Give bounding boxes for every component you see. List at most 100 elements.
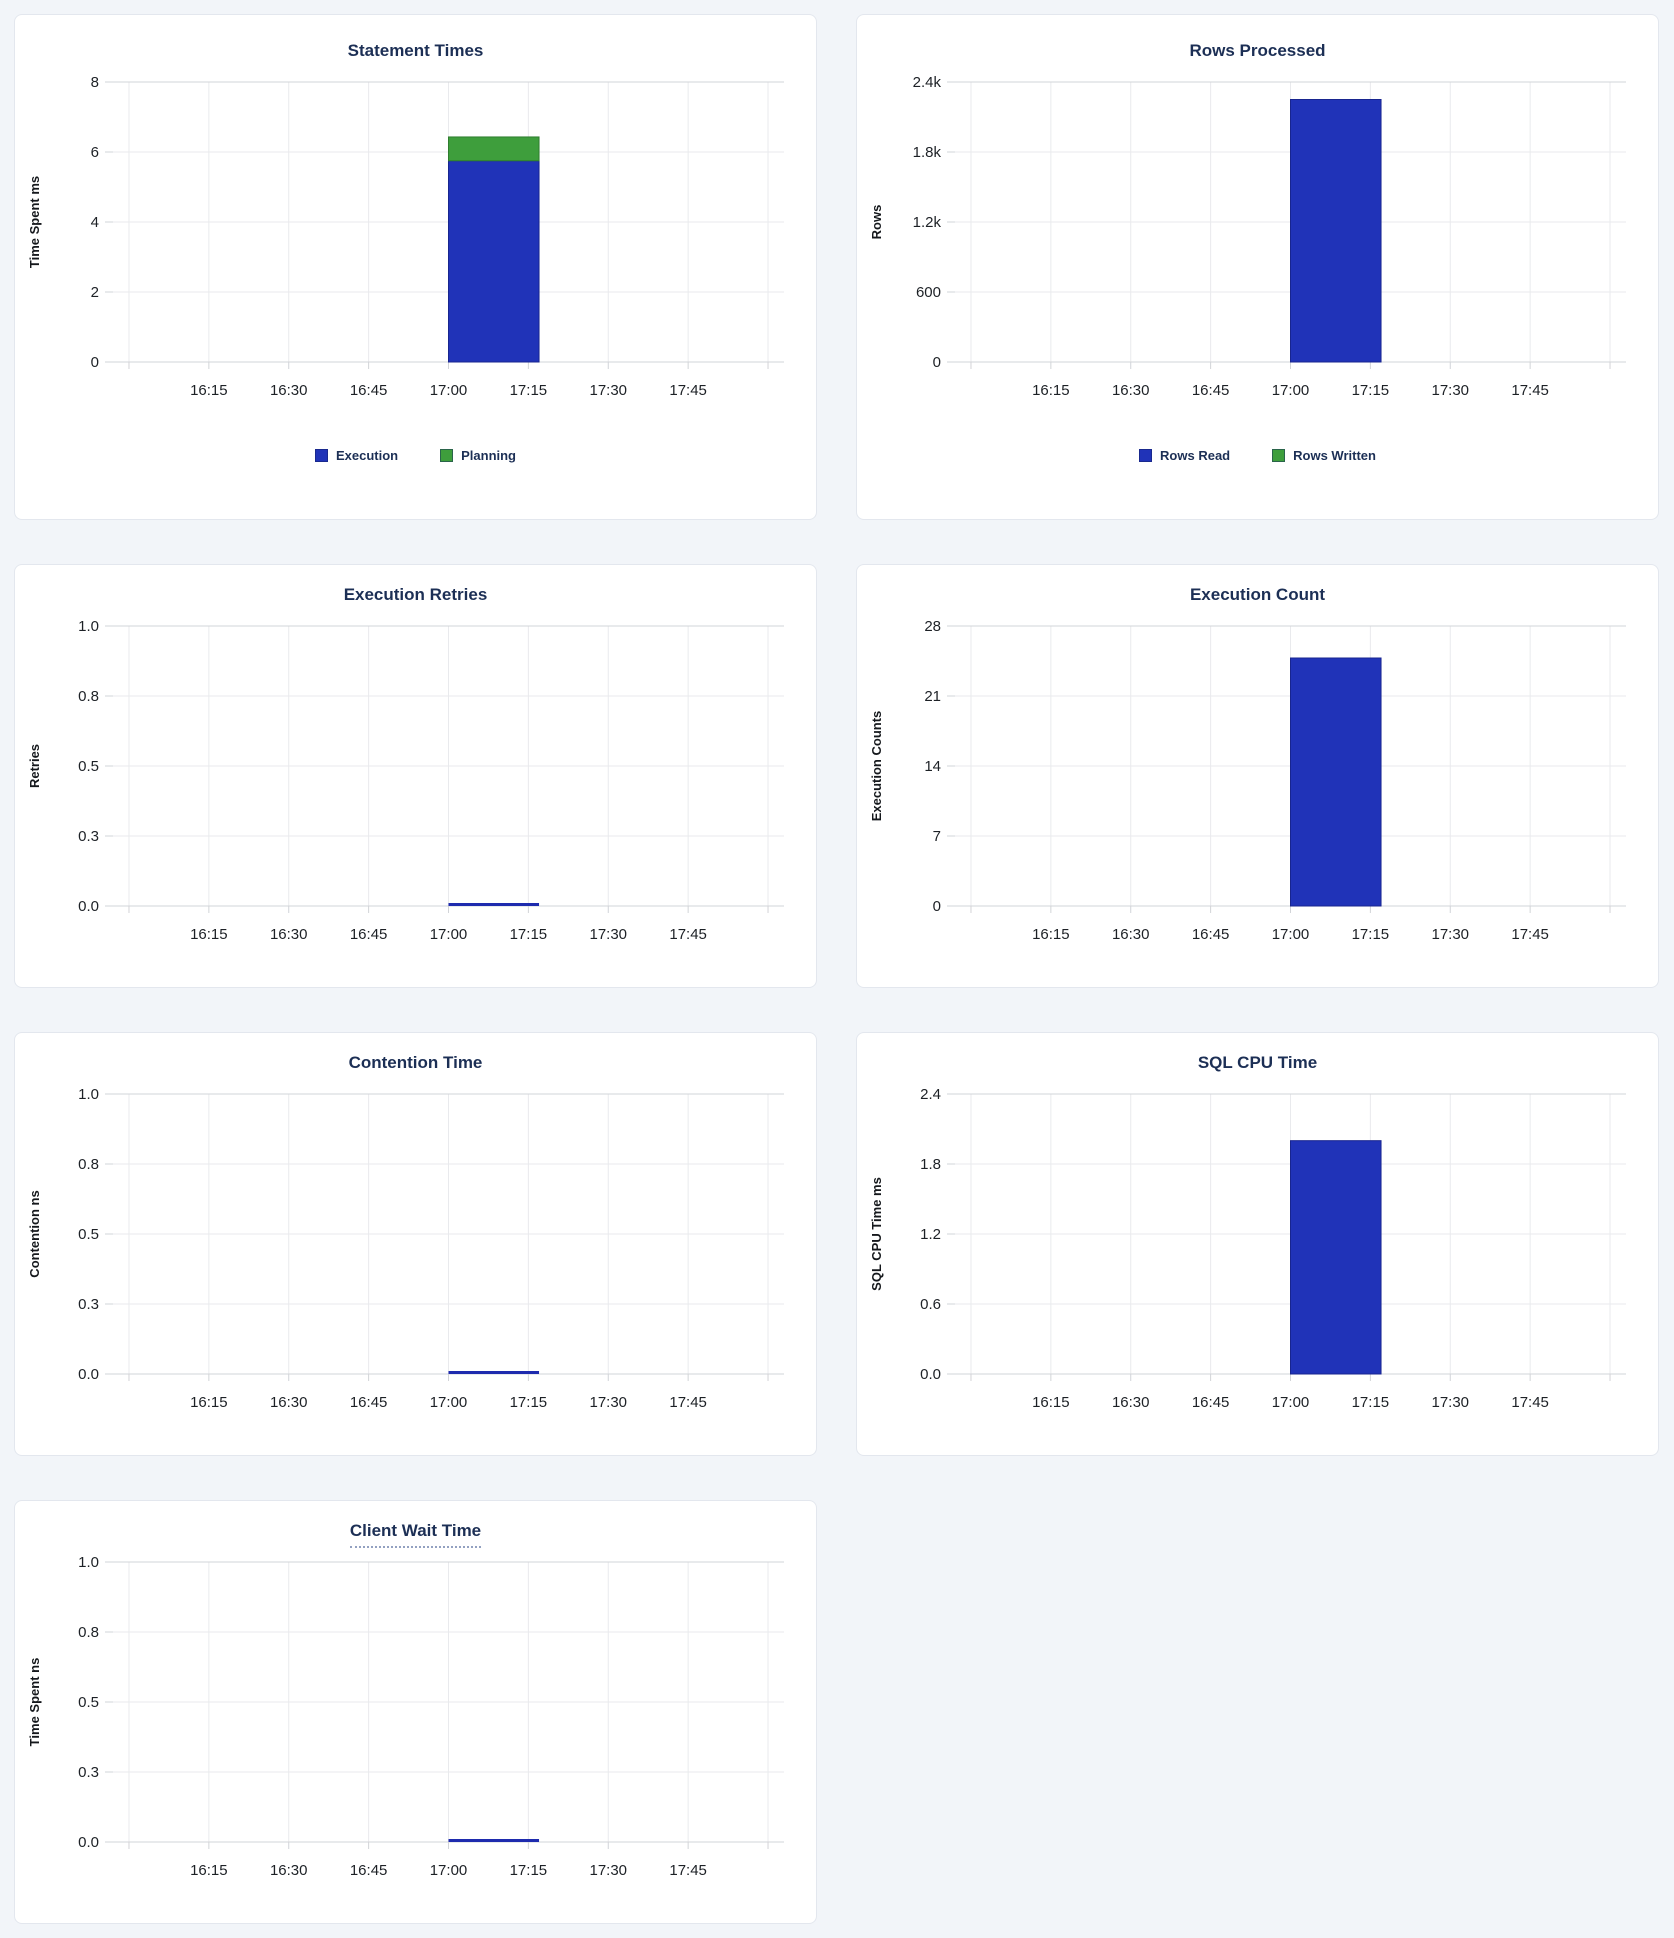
- y-tick-label: 7: [933, 828, 941, 845]
- y-tick-label: 1.0: [78, 1086, 99, 1103]
- x-tick-label: 17:45: [669, 382, 707, 399]
- y-tick-label: 2.4: [920, 1086, 941, 1103]
- x-tick-label: 17:45: [669, 1862, 707, 1879]
- x-tick-label: 17:15: [510, 926, 548, 943]
- x-tick-label: 17:30: [589, 1394, 627, 1411]
- bar-segment[interactable]: [1290, 1140, 1382, 1375]
- y-tick-label: 1.8k: [913, 144, 942, 161]
- x-tick-label: 16:30: [270, 1862, 308, 1879]
- y-tick-label: 0: [933, 354, 941, 371]
- y-tick-label: 0.5: [78, 1694, 99, 1711]
- x-tick-label: 17:15: [510, 1394, 548, 1411]
- x-tick-label: 16:30: [270, 1394, 308, 1411]
- y-tick-label: 0.3: [78, 828, 99, 845]
- x-tick-label: 17:45: [1511, 1394, 1549, 1411]
- x-tick-label: 16:30: [270, 382, 308, 399]
- execution-retries-chart[interactable]: 0.0 0.3 0.5 0.8 1.0 16:15 16:30 16:45 17:00 17:15…: [15, 611, 814, 946]
- legend-item: Execution: [314, 448, 399, 463]
- x-tick-label: 17:00: [1272, 926, 1310, 943]
- x-tick-label: 17:30: [1431, 1394, 1469, 1411]
- legend-item: Rows Written: [1272, 448, 1376, 463]
- bar-segment[interactable]: [1290, 99, 1382, 363]
- chart-title-text: Contention Time: [348, 1053, 483, 1072]
- chart-card-rows-processed: Rows Processed 0 600 1.2k 1.8k 2.4k 16:15 16:3…: [856, 14, 1659, 520]
- y-tick-label: 0.8: [78, 1624, 99, 1641]
- rows-read-swatch-icon: [1139, 449, 1153, 462]
- y-tick-label: 0.8: [78, 1156, 99, 1173]
- chart-title: Execution Count: [857, 565, 1658, 611]
- chart-title-text: Execution Retries: [343, 585, 488, 604]
- chart-card-contention-time: Contention Time 0.0 0.3 0.5 0.8 1.0 16:15 16:3…: [14, 1032, 817, 1456]
- bar-segment[interactable]: [448, 136, 540, 162]
- x-tick-label: 16:45: [1192, 926, 1230, 943]
- x-tick-label: 17:15: [510, 382, 548, 399]
- y-tick-label: 0.8: [78, 688, 99, 705]
- execution-count-chart[interactable]: 0 7 14 21 28 16:15 16:30 16:45 17:00 17:15 17:30 17…: [857, 611, 1656, 946]
- x-tick-label: 16:45: [350, 1394, 388, 1411]
- planning-swatch-icon: [440, 449, 454, 462]
- legend-item: Rows Read: [1139, 448, 1230, 463]
- rows-written-swatch-icon: [1272, 449, 1286, 462]
- legend-label: Execution: [335, 448, 399, 463]
- chart-title-text: Rows Processed: [1189, 41, 1326, 60]
- x-tick-label: 16:15: [190, 1862, 228, 1879]
- y-tick-label: 0.0: [78, 898, 99, 915]
- x-tick-label: 16:45: [350, 926, 388, 943]
- y-tick-label: 2: [91, 284, 99, 301]
- x-tick-label: 17:30: [589, 382, 627, 399]
- rows-processed-chart[interactable]: 0 600 1.2k 1.8k 2.4k 16:15 16:30 16:45 17:00 17:1…: [857, 67, 1656, 402]
- bar-segment[interactable]: [1290, 657, 1382, 907]
- x-tick-label: 16:30: [1112, 926, 1150, 943]
- y-tick-label: 0.5: [78, 758, 99, 775]
- chart-legend: Execution Planning: [15, 448, 816, 463]
- y-axis-label: Retries: [27, 744, 42, 788]
- chart-card-client-wait-time: Client Wait Time 0.0 0.3 0.5 0.8 1.0 16:15 16:…: [14, 1500, 817, 1924]
- legend-item: Planning: [440, 448, 516, 463]
- y-axis-label: Execution Counts: [869, 711, 884, 822]
- y-tick-label: 8: [91, 74, 99, 91]
- x-tick-label: 16:45: [350, 1862, 388, 1879]
- legend-label: Planning: [461, 448, 516, 463]
- y-tick-label: 0: [933, 898, 941, 915]
- x-tick-label: 16:45: [350, 382, 388, 399]
- chart-title: Client Wait Time: [15, 1501, 816, 1548]
- x-tick-label: 16:30: [1112, 382, 1150, 399]
- y-tick-label: 0.6: [920, 1296, 941, 1313]
- x-tick-label: 17:00: [1272, 382, 1310, 399]
- chart-legend: Rows Read Rows Written: [857, 448, 1658, 463]
- x-tick-label: 17:00: [430, 926, 468, 943]
- chart-title-tooltip-trigger[interactable]: Client Wait Time: [349, 1519, 482, 1548]
- x-tick-label: 17:45: [1511, 382, 1549, 399]
- chart-title-text: Statement Times: [347, 41, 484, 60]
- execution-swatch-icon: [314, 449, 328, 462]
- y-tick-label: 21: [924, 688, 941, 705]
- y-tick-label: 0.5: [78, 1226, 99, 1243]
- sql-cpu-time-chart[interactable]: 0.0 0.6 1.2 1.8 2.4 16:15 16:30 16:45 17:00 17:15…: [857, 1079, 1656, 1414]
- y-tick-label: 0.3: [78, 1764, 99, 1781]
- x-tick-label: 17:00: [430, 1862, 468, 1879]
- y-tick-label: 600: [916, 284, 941, 301]
- chart-title-text: SQL CPU Time: [1197, 1053, 1318, 1072]
- x-tick-label: 17:30: [1431, 926, 1469, 943]
- y-axis-label: SQL CPU Time ms: [869, 1177, 884, 1291]
- x-tick-label: 17:30: [589, 926, 627, 943]
- y-axis-label: Time Spent ms: [27, 176, 42, 268]
- x-tick-label: 17:15: [1352, 382, 1390, 399]
- y-tick-label: 28: [924, 618, 941, 635]
- statement-times-chart[interactable]: 0 2 4 6 8 16:15 16:30 16:45 17:00 17:15 17:30 17:45…: [15, 67, 814, 402]
- y-tick-label: 1.0: [78, 1554, 99, 1571]
- y-tick-label: 0.0: [78, 1834, 99, 1851]
- chart-title-text: Execution Count: [1189, 585, 1326, 604]
- y-tick-label: 14: [924, 758, 941, 775]
- y-tick-label: 2.4k: [913, 74, 942, 91]
- y-tick-label: 1.0: [78, 618, 99, 635]
- client-wait-time-chart[interactable]: 0.0 0.3 0.5 0.8 1.0 16:15 16:30 16:45 17:00 17:15…: [15, 1547, 814, 1882]
- contention-time-chart[interactable]: 0.0 0.3 0.5 0.8 1.0 16:15 16:30 16:45 17:00 17:15…: [15, 1079, 814, 1414]
- x-tick-label: 16:45: [1192, 1394, 1230, 1411]
- bar-segment[interactable]: [448, 160, 540, 363]
- chart-title: Execution Retries: [15, 565, 816, 611]
- x-tick-label: 16:30: [1112, 1394, 1150, 1411]
- x-tick-label: 17:45: [669, 1394, 707, 1411]
- legend-label: Rows Read: [1160, 448, 1231, 463]
